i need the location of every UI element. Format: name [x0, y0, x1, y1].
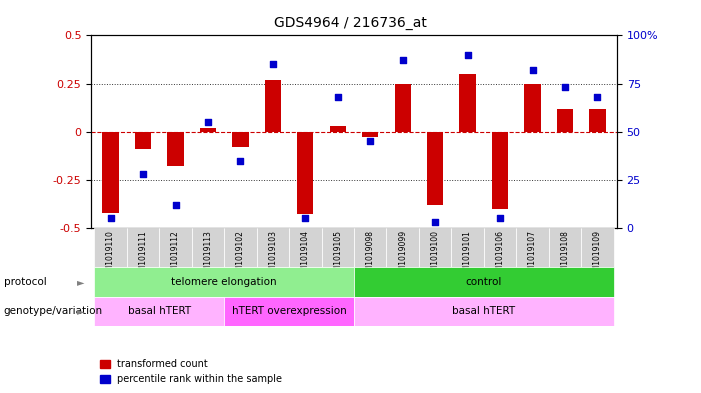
- Bar: [95, 228, 127, 267]
- Bar: [232, 132, 249, 147]
- Text: GSM1019103: GSM1019103: [268, 230, 278, 281]
- Bar: [590, 108, 606, 132]
- Point: [235, 157, 246, 163]
- Legend: transformed count, percentile rank within the sample: transformed count, percentile rank withi…: [96, 356, 286, 388]
- Bar: [127, 228, 159, 267]
- Bar: [557, 108, 573, 132]
- Text: GSM1019108: GSM1019108: [561, 230, 569, 281]
- Bar: [362, 132, 379, 138]
- Point: [527, 67, 538, 73]
- Bar: [192, 228, 224, 267]
- Bar: [492, 132, 508, 209]
- Point: [170, 202, 181, 208]
- Bar: [354, 228, 386, 267]
- Bar: [159, 228, 192, 267]
- Bar: [354, 297, 613, 326]
- Point: [559, 84, 571, 90]
- Text: GSM1019098: GSM1019098: [366, 230, 375, 281]
- Bar: [516, 228, 549, 267]
- Point: [494, 215, 505, 221]
- Text: protocol: protocol: [4, 277, 46, 287]
- Point: [365, 138, 376, 144]
- Text: genotype/variation: genotype/variation: [4, 307, 102, 316]
- Bar: [419, 228, 451, 267]
- Text: GSM1019102: GSM1019102: [236, 230, 245, 281]
- Bar: [200, 128, 216, 132]
- Bar: [135, 132, 151, 149]
- Point: [592, 94, 603, 100]
- Point: [430, 219, 441, 225]
- Text: GSM1019113: GSM1019113: [203, 230, 212, 281]
- Text: GSM1019112: GSM1019112: [171, 230, 180, 281]
- Text: control: control: [465, 277, 502, 287]
- Bar: [265, 80, 281, 132]
- Bar: [257, 228, 289, 267]
- Text: GSM1019109: GSM1019109: [593, 230, 602, 281]
- Bar: [329, 126, 346, 132]
- Text: ►: ►: [77, 307, 84, 316]
- Bar: [427, 132, 443, 205]
- Text: GSM1019110: GSM1019110: [106, 230, 115, 281]
- Text: GSM1019104: GSM1019104: [301, 230, 310, 281]
- Bar: [581, 228, 613, 267]
- Point: [397, 57, 408, 64]
- Text: GSM1019099: GSM1019099: [398, 230, 407, 281]
- Bar: [224, 228, 257, 267]
- Bar: [95, 297, 224, 326]
- Bar: [484, 228, 516, 267]
- Text: basal hTERT: basal hTERT: [128, 307, 191, 316]
- Text: GSM1019107: GSM1019107: [528, 230, 537, 281]
- Text: GSM1019100: GSM1019100: [430, 230, 440, 281]
- Bar: [322, 228, 354, 267]
- Bar: [102, 132, 118, 213]
- Text: GSM1019106: GSM1019106: [496, 230, 505, 281]
- Text: ►: ►: [77, 277, 84, 287]
- Bar: [395, 83, 411, 132]
- Bar: [224, 297, 354, 326]
- Point: [137, 171, 149, 177]
- Bar: [354, 267, 613, 297]
- Point: [267, 61, 278, 67]
- Point: [203, 119, 214, 125]
- Text: hTERT overexpression: hTERT overexpression: [232, 307, 346, 316]
- Text: GDS4964 / 216736_at: GDS4964 / 216736_at: [274, 16, 427, 30]
- Text: GSM1019105: GSM1019105: [333, 230, 342, 281]
- Bar: [297, 132, 313, 215]
- Bar: [168, 132, 184, 166]
- Point: [105, 215, 116, 221]
- Text: GSM1019111: GSM1019111: [139, 230, 147, 281]
- Text: basal hTERT: basal hTERT: [452, 307, 515, 316]
- Text: GSM1019101: GSM1019101: [463, 230, 472, 281]
- Bar: [451, 228, 484, 267]
- Bar: [549, 228, 581, 267]
- Bar: [95, 267, 354, 297]
- Bar: [459, 74, 476, 132]
- Bar: [524, 83, 540, 132]
- Point: [462, 51, 473, 58]
- Point: [332, 94, 343, 100]
- Bar: [386, 228, 419, 267]
- Bar: [289, 228, 322, 267]
- Point: [300, 215, 311, 221]
- Text: telomere elongation: telomere elongation: [171, 277, 277, 287]
